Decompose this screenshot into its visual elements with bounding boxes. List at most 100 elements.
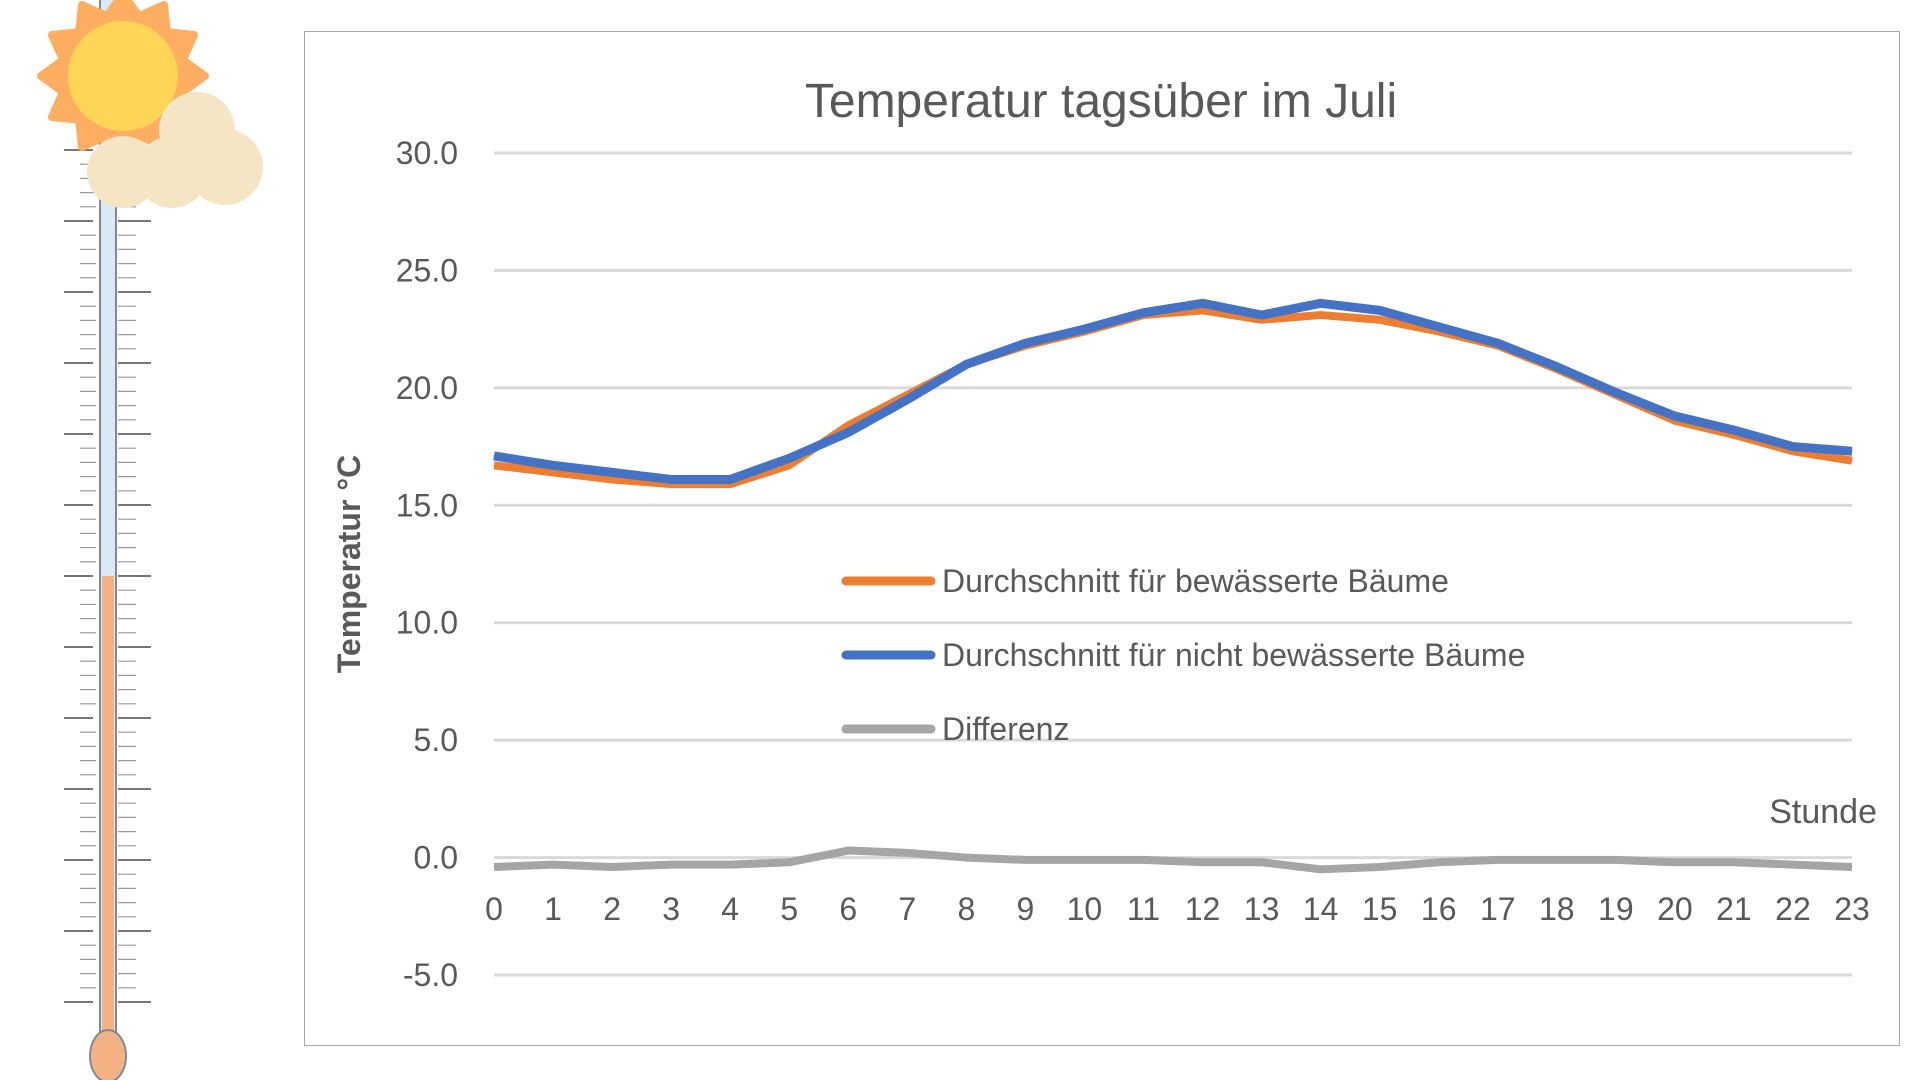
data-point (1083, 328, 1085, 330)
chart-frame (304, 31, 1900, 1046)
data-point (788, 457, 790, 459)
data-point (1497, 859, 1499, 861)
data-point (1320, 868, 1322, 870)
x-tick-label: 14 (1303, 891, 1339, 927)
x-tick-label: 19 (1598, 891, 1634, 927)
data-point (1851, 450, 1853, 452)
x-tick-label: 20 (1657, 891, 1693, 927)
x-tick-label: 11 (1127, 891, 1160, 927)
data-point (1320, 314, 1322, 316)
series-line-1 (493, 298, 1853, 484)
x-tick-label: 0 (485, 891, 503, 927)
y-tick-label: 15.0 (396, 487, 458, 523)
data-point (493, 866, 495, 868)
x-tick-label: 7 (898, 891, 916, 927)
data-point (1379, 309, 1381, 311)
data-point (552, 471, 554, 473)
x-tick-label: 3 (662, 891, 680, 927)
x-axis-label: Stunde (1769, 793, 1877, 831)
x-tick-label: 10 (1067, 891, 1103, 927)
series-line-0 (493, 306, 1853, 489)
data-point (1083, 859, 1085, 861)
cloud-icon (136, 136, 208, 208)
data-point (906, 852, 908, 854)
data-point (906, 399, 908, 401)
data-point (493, 464, 495, 466)
data-point (1379, 319, 1381, 321)
data-point (1024, 859, 1026, 861)
x-tick-label: 23 (1834, 891, 1870, 927)
data-point (493, 455, 495, 457)
x-tick-label: 22 (1775, 891, 1811, 927)
y-tick-label: 0.0 (414, 840, 458, 876)
legend-label: Durchschnitt für bewässerte Bäume (942, 563, 1449, 599)
data-point (1733, 429, 1735, 431)
x-tick-label: 8 (957, 891, 975, 927)
data-point (611, 478, 613, 480)
x-tick-label: 6 (839, 891, 857, 927)
y-tick-label: 20.0 (396, 370, 458, 406)
data-point (847, 850, 849, 852)
data-point (1851, 460, 1853, 462)
data-point (1792, 446, 1794, 448)
data-point (1320, 302, 1322, 304)
data-point (1202, 302, 1204, 304)
data-point (847, 431, 849, 433)
y-tick-label: 10.0 (396, 605, 458, 641)
data-point (670, 478, 672, 480)
x-tick-label: 18 (1539, 891, 1575, 927)
data-point (729, 864, 731, 866)
x-tick-label: 4 (721, 891, 739, 927)
data-point (1792, 864, 1794, 866)
x-tick-label: 5 (780, 891, 798, 927)
thermometer-fill (102, 576, 114, 1056)
y-tick-label: 30.0 (396, 135, 458, 171)
x-tick-label: 17 (1480, 891, 1516, 927)
data-point (552, 464, 554, 466)
data-point (1261, 861, 1263, 863)
x-tick-label: 1 (544, 891, 562, 927)
data-point (1556, 366, 1558, 368)
x-tick-label: 15 (1362, 891, 1398, 927)
data-point (611, 471, 613, 473)
thermometer-illustration (37, 0, 263, 1080)
data-point (1142, 859, 1144, 861)
series-line-2 (493, 846, 1853, 874)
y-tick-label: -5.0 (403, 957, 458, 993)
data-point (1142, 312, 1144, 314)
legend-label: Durchschnitt für nicht bewässerte Bäume (942, 637, 1525, 673)
data-point (1733, 861, 1735, 863)
data-point (1556, 859, 1558, 861)
chart-title: Temperatur tagsüber im Juli (805, 75, 1397, 128)
sun-icon (68, 21, 178, 131)
data-point (1438, 326, 1440, 328)
data-point (788, 861, 790, 863)
x-tick-label: 2 (603, 891, 621, 927)
data-point (552, 864, 554, 866)
y-axis-label: Temperatur °C (331, 455, 367, 673)
x-tick-label: 16 (1421, 891, 1457, 927)
data-point (1615, 392, 1617, 394)
legend-label: Differenz (942, 711, 1069, 747)
data-point (611, 866, 613, 868)
data-point (788, 464, 790, 466)
data-point (729, 478, 731, 480)
data-point (1202, 309, 1204, 311)
x-tick-label: 21 (1716, 891, 1752, 927)
data-point (847, 424, 849, 426)
cloud-icon (187, 129, 263, 205)
data-point (1851, 866, 1853, 868)
y-tick-label: 5.0 (414, 722, 458, 758)
data-point (1674, 861, 1676, 863)
x-tick-label: 9 (1016, 891, 1034, 927)
data-point (1379, 866, 1381, 868)
data-point (1261, 314, 1263, 316)
data-point (1497, 342, 1499, 344)
data-point (965, 363, 967, 365)
data-point (1615, 859, 1617, 861)
data-point (1202, 861, 1204, 863)
data-point (1674, 415, 1676, 417)
data-point (1024, 342, 1026, 344)
x-tick-label: 12 (1185, 891, 1221, 927)
